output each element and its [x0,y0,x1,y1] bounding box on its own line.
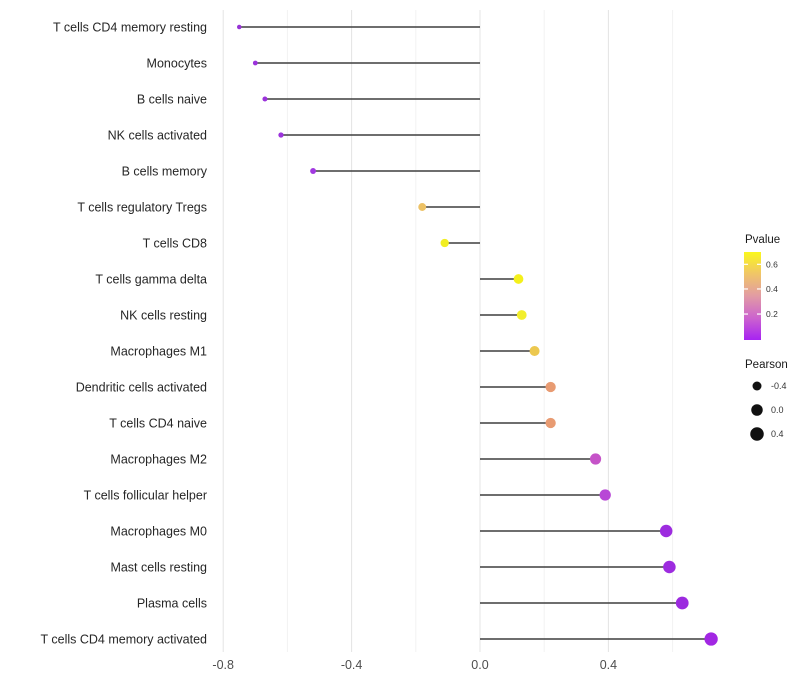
lollipop-dot [278,132,284,138]
y-axis-label: Plasma cells [137,597,207,611]
y-axis-label: Macrophages M0 [110,525,207,539]
y-axis-label: B cells memory [122,165,208,179]
y-axis-label: T cells follicular helper [84,489,207,503]
lollipop-dot [663,560,676,574]
y-axis-label: Monocytes [147,57,207,71]
x-axis-tick-label: -0.4 [341,658,363,672]
pearson-size-label: 0.0 [771,405,784,415]
lollipop-dot [262,96,268,102]
y-axis-label: B cells naive [137,93,207,107]
lollipop-dot [599,489,611,501]
y-axis-label: T cells CD4 memory resting [53,21,207,35]
y-axis-label: Dendritic cells activated [76,381,207,395]
y-axis-label: Macrophages M1 [110,345,207,359]
lollipop-dot [659,524,673,538]
y-axis-label: Macrophages M2 [110,453,207,467]
colorbar-tick-label: 0.6 [766,259,778,269]
x-axis-tick-label: -0.8 [212,658,234,672]
lollipop-dot [675,596,689,610]
lollipop-dot [516,310,527,320]
lollipop-dot [704,632,718,646]
y-axis-label: T cells CD4 naive [109,417,207,431]
y-axis-label: T cells gamma delta [95,273,207,287]
y-axis-label: T cells CD8 [143,237,207,251]
pearson-size-dot [751,404,763,416]
lollipop-dot [237,24,242,30]
pvalue-legend-title: Pvalue [745,234,780,246]
y-axis-label: NK cells resting [120,309,207,323]
lollipop-dot [310,168,317,174]
colorbar-tick-label: 0.4 [766,284,778,294]
y-axis-label: T cells CD4 memory activated [41,633,208,647]
x-axis-tick-label: 0.0 [471,658,488,672]
pearson-size-dot [750,427,764,441]
y-axis-label: NK cells activated [108,129,207,143]
lollipop-dot [529,345,540,357]
colorbar-tick-label: 0.2 [766,309,778,319]
lollipop-dot [418,203,427,211]
lollipop-dot [513,274,524,284]
pearson-size-label: -0.4 [771,381,787,391]
lollipop-dot [440,238,449,248]
pearson-legend-title: Pearson [745,359,788,371]
x-axis-tick-label: 0.4 [600,658,617,672]
pearson-size-dot [752,381,762,391]
y-axis-label: Mast cells resting [110,561,207,575]
pearson-size-label: 0.4 [771,429,784,439]
lollipop-dot [252,60,258,66]
lollipop-dot [545,417,556,429]
y-axis-label: T cells regulatory Tregs [77,201,207,215]
pvalue-colorbar [744,252,761,340]
lollipop-dot [545,381,556,393]
lollipop-dot [589,453,602,465]
